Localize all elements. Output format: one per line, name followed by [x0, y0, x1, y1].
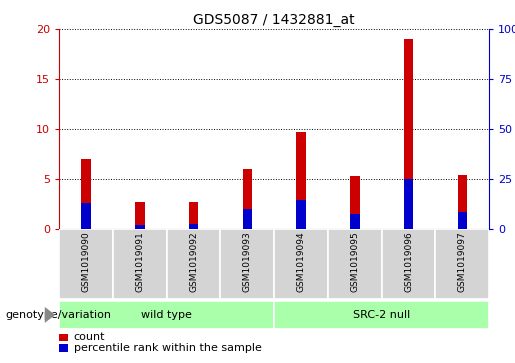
Text: GSM1019097: GSM1019097	[458, 232, 467, 292]
Bar	[135, 225, 145, 229]
Bar	[350, 214, 359, 229]
Text: GSM1019091: GSM1019091	[135, 232, 144, 292]
Bar	[220, 229, 274, 299]
Bar	[404, 179, 414, 229]
Bar	[404, 39, 414, 229]
Bar	[59, 229, 113, 299]
Bar	[274, 301, 489, 329]
Text: GSM1019092: GSM1019092	[189, 232, 198, 292]
Title: GDS5087 / 1432881_at: GDS5087 / 1432881_at	[194, 13, 355, 26]
Bar	[274, 229, 328, 299]
Text: wild type: wild type	[141, 310, 192, 320]
Bar	[113, 229, 167, 299]
Bar	[243, 169, 252, 229]
Bar	[328, 229, 382, 299]
Bar	[81, 159, 91, 229]
Text: GSM1019093: GSM1019093	[243, 232, 252, 292]
Bar	[189, 202, 198, 229]
Bar	[350, 176, 359, 229]
Bar	[167, 229, 220, 299]
Bar	[457, 212, 467, 229]
Bar	[189, 224, 198, 229]
Bar	[296, 132, 306, 229]
Bar	[436, 229, 489, 299]
Text: percentile rank within the sample: percentile rank within the sample	[74, 343, 262, 353]
Text: GSM1019096: GSM1019096	[404, 232, 413, 292]
Bar	[243, 209, 252, 229]
Bar	[296, 200, 306, 229]
Bar	[382, 229, 436, 299]
Text: count: count	[74, 333, 105, 342]
Text: GSM1019094: GSM1019094	[297, 232, 305, 292]
Bar	[135, 202, 145, 229]
Text: GSM1019090: GSM1019090	[81, 232, 91, 292]
Text: GSM1019095: GSM1019095	[350, 232, 359, 292]
Bar	[457, 175, 467, 229]
Polygon shape	[45, 307, 55, 323]
Bar	[59, 301, 274, 329]
Bar	[81, 203, 91, 229]
Text: SRC-2 null: SRC-2 null	[353, 310, 410, 320]
Text: genotype/variation: genotype/variation	[5, 310, 111, 320]
